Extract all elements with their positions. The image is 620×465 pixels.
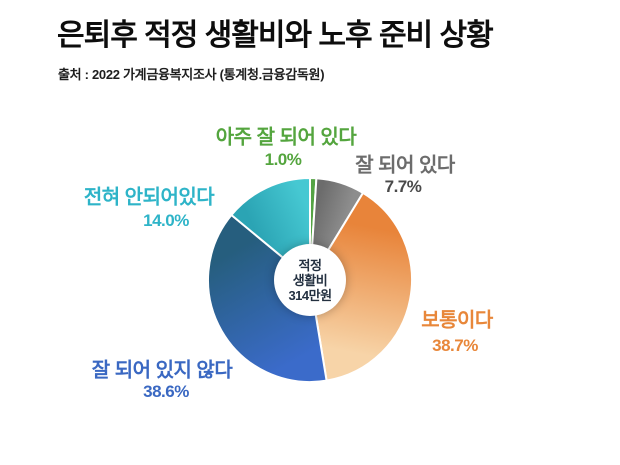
pct-average: 38.7% — [432, 336, 478, 355]
pct-not-well-prepared: 38.6% — [143, 382, 189, 401]
source-caption: 출처 : 2022 가계금융복지조사 (통계청.금융감독원) — [58, 67, 325, 82]
label-very-well-prepared: 아주 잘 되어 있다 — [215, 126, 357, 149]
label-not-at-all-prepared: 전혀 안되어있다 — [83, 186, 215, 209]
page-title: 은퇴후 적정 생활비와 노후 준비 상황 — [57, 19, 494, 52]
center-line-3: 314만원 — [288, 287, 332, 303]
center-line-2: 생활비 — [292, 272, 328, 288]
donut-center-label: 적정 생활비 314만원 — [274, 244, 346, 316]
label-well-prepared: 잘 되어 있다 — [355, 154, 455, 177]
pct-very-well-prepared: 1.0% — [264, 150, 302, 169]
label-average: 보통이다 — [421, 309, 493, 332]
label-not-well-prepared: 잘 되어 있지 않다 — [91, 359, 233, 382]
center-line-1: 적정 — [298, 257, 322, 273]
pct-well-prepared: 7.7% — [384, 177, 422, 196]
pct-not-at-all-prepared: 14.0% — [143, 211, 189, 230]
